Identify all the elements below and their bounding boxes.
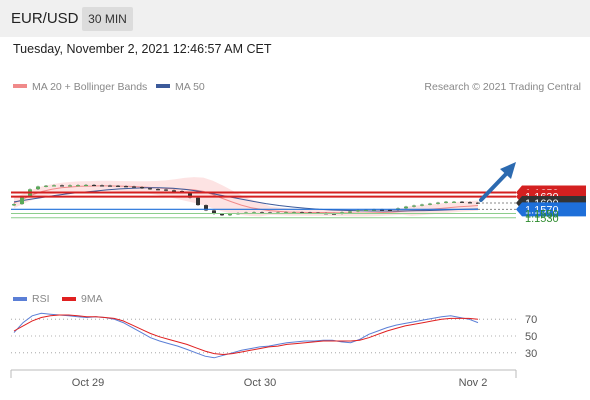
- timestamp: Tuesday, November 2, 2021 12:46:57 AM CE…: [13, 42, 272, 56]
- candle-body: [188, 192, 192, 198]
- candle-body: [364, 209, 368, 211]
- candle-body: [380, 209, 384, 211]
- candle-body: [52, 185, 56, 187]
- ma50-line: [13, 187, 479, 212]
- x-tick-label: Oct 29: [72, 377, 104, 389]
- level-label: 1.1570: [525, 204, 559, 216]
- candle-body: [20, 196, 24, 205]
- candle-body: [212, 210, 216, 214]
- ma-bb-legend-swatch: [13, 84, 27, 88]
- candle-body: [372, 209, 376, 211]
- candle-body: [100, 185, 104, 187]
- x-tick-label: Oct 30: [244, 377, 276, 389]
- candle-body: [36, 186, 40, 190]
- level-label: 1.1550: [525, 209, 559, 221]
- candle-body: [468, 202, 472, 204]
- forecast-arrow-shaft: [479, 172, 508, 202]
- candle-body: [412, 205, 416, 207]
- candle-body: [260, 212, 264, 214]
- candle-body: [60, 185, 64, 187]
- candle-body: [420, 204, 424, 206]
- candle-body: [228, 214, 232, 216]
- candle-body: [140, 187, 144, 189]
- ma20-line: [13, 185, 479, 214]
- rsi-legend: RSI: [32, 293, 50, 305]
- rsi-layer: 70 50 30: [11, 312, 537, 360]
- rsi-ma-legend-swatch: [62, 297, 76, 301]
- candle-body: [428, 203, 432, 205]
- candle-body: [348, 211, 352, 213]
- rsi-tick-label: 70: [525, 314, 537, 326]
- candle-body: [164, 189, 168, 191]
- candle-body: [444, 201, 448, 203]
- credit-label: Research © 2021 Trading Central: [424, 81, 581, 93]
- level-label: 1.1530: [525, 213, 559, 225]
- candle-body: [156, 189, 160, 191]
- candle-body: [452, 201, 456, 203]
- candle-body: [332, 213, 336, 215]
- ma50-legend: MA 50: [175, 81, 205, 93]
- candle-body: [292, 212, 296, 214]
- candle-body: [404, 206, 408, 209]
- candle-body: [84, 184, 88, 187]
- candle-body: [76, 185, 80, 187]
- candle-body: [204, 205, 208, 211]
- candle-body: [172, 190, 176, 192]
- level-label-box: [516, 202, 586, 217]
- candle-body: [284, 212, 288, 214]
- candle-body: [356, 210, 360, 212]
- candle-body: [300, 212, 304, 214]
- candle-body: [132, 186, 136, 188]
- forecast-arrow-head: [500, 162, 516, 179]
- rsi-tick-label: 50: [525, 331, 537, 343]
- candle-body: [460, 201, 464, 203]
- rsi-tick-label: 30: [525, 348, 537, 360]
- candle-body: [68, 185, 72, 187]
- forecast-arrow: [479, 162, 516, 202]
- chart-header: EUR/USD 30 MIN: [0, 0, 590, 37]
- x-tick-label: Nov 2: [459, 377, 488, 389]
- chart-panel: [0, 37, 590, 400]
- candle-body: [124, 186, 128, 188]
- candle-body: [196, 197, 200, 206]
- rsi-ma-legend: 9MA: [81, 293, 103, 305]
- rsi-legend-swatch: [13, 297, 27, 301]
- candle-body: [92, 184, 96, 187]
- candle-body: [116, 185, 120, 187]
- candle-body: [44, 185, 48, 187]
- candle-body: [148, 188, 152, 190]
- candle-body: [252, 212, 256, 214]
- ma50-legend-swatch: [156, 84, 170, 88]
- candle-body: [220, 214, 224, 216]
- ma-bb-legend: MA 20 + Bollinger Bands: [32, 81, 147, 93]
- candle-body: [12, 204, 16, 206]
- timeframe-badge[interactable]: 30 MIN: [82, 7, 133, 31]
- candle-body: [108, 185, 112, 187]
- bollinger-band-area: [14, 177, 478, 217]
- candle-body: [436, 202, 440, 204]
- rsi-ma-line: [13, 314, 479, 356]
- candle-body: [388, 209, 392, 211]
- symbol-label: EUR/USD: [11, 10, 79, 27]
